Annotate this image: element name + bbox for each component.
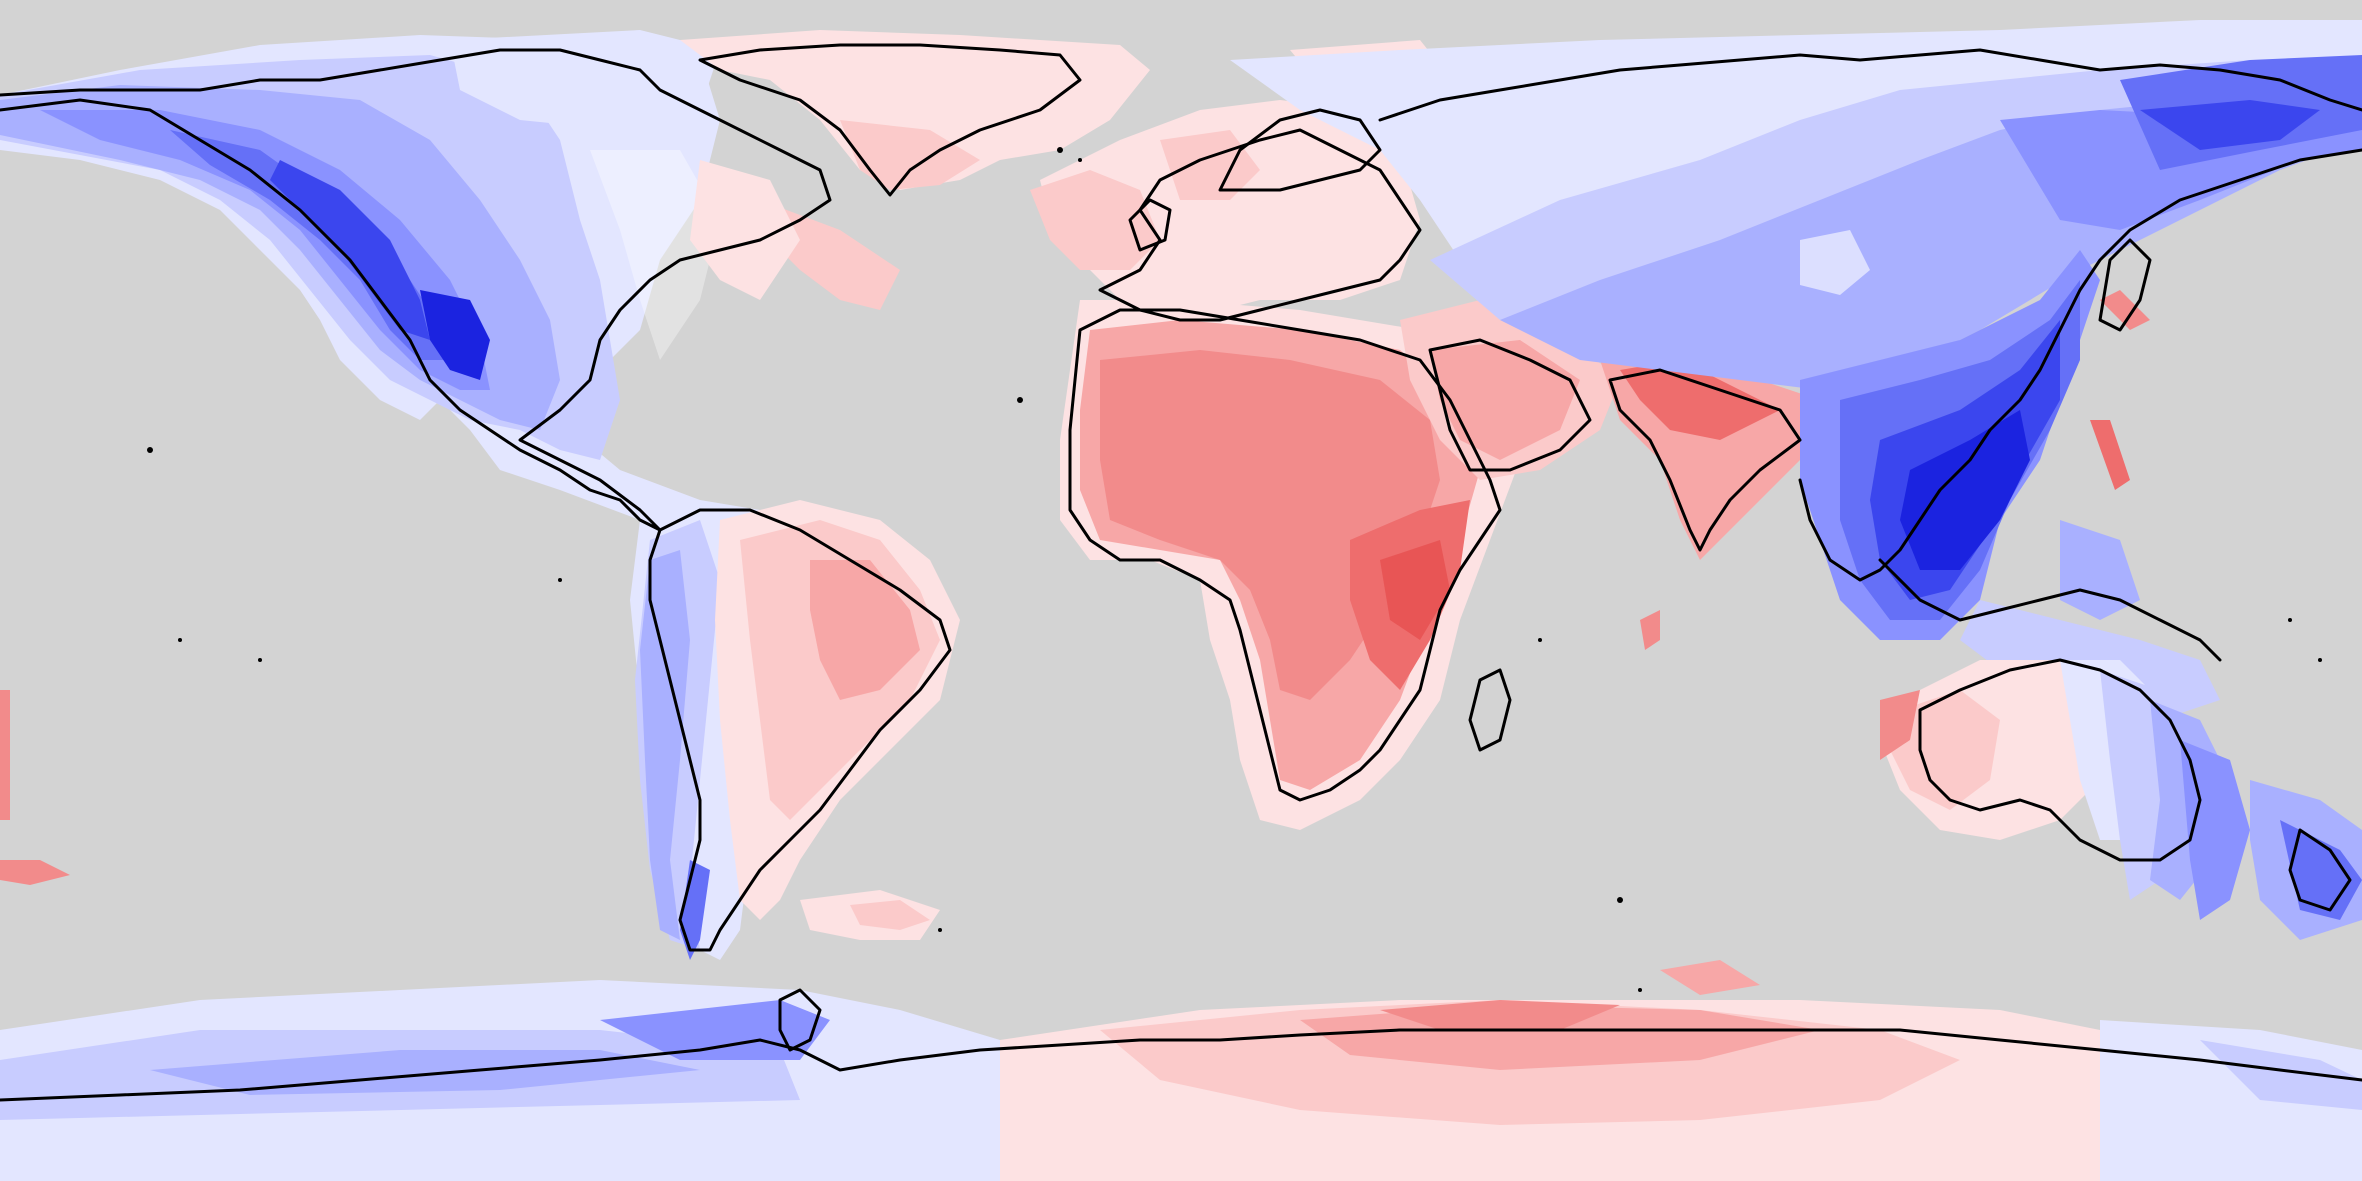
field-edge-specks [0,290,2150,885]
coastlines [0,43,2362,1102]
island-specks [147,147,2322,992]
field-north-america [0,30,900,540]
coast-new-zealand [2288,828,2352,912]
field-greenland [680,30,1150,190]
field-antarctica [0,960,2362,1181]
coast-africa [1068,308,1502,802]
coast-europe [1098,128,1422,322]
field-india [1600,350,1820,560]
coast-antarctic-peninsula [778,988,822,1052]
coast-south-america [648,508,952,952]
coast-greenland [698,43,1082,197]
coast-arabia [1428,338,1592,472]
field-africa [1060,300,1520,830]
coast-scandinavia [1218,108,1382,192]
field-north-asia [1230,20,2362,390]
coast-antarctica [0,1028,2362,1102]
coast-southeast-asia [1878,558,2222,662]
coast-british-isles [1128,198,1172,252]
coast-east-asia [1798,148,2362,582]
coast-madagascar [1468,668,1512,752]
field-australia [1640,610,2362,940]
coast-japan [2098,238,2152,332]
coast-australia [1918,658,2202,862]
coast-india [1608,368,1802,552]
field-south-america [630,500,960,960]
coast-north-asia [1378,48,2362,122]
coast-north-america [0,48,832,532]
